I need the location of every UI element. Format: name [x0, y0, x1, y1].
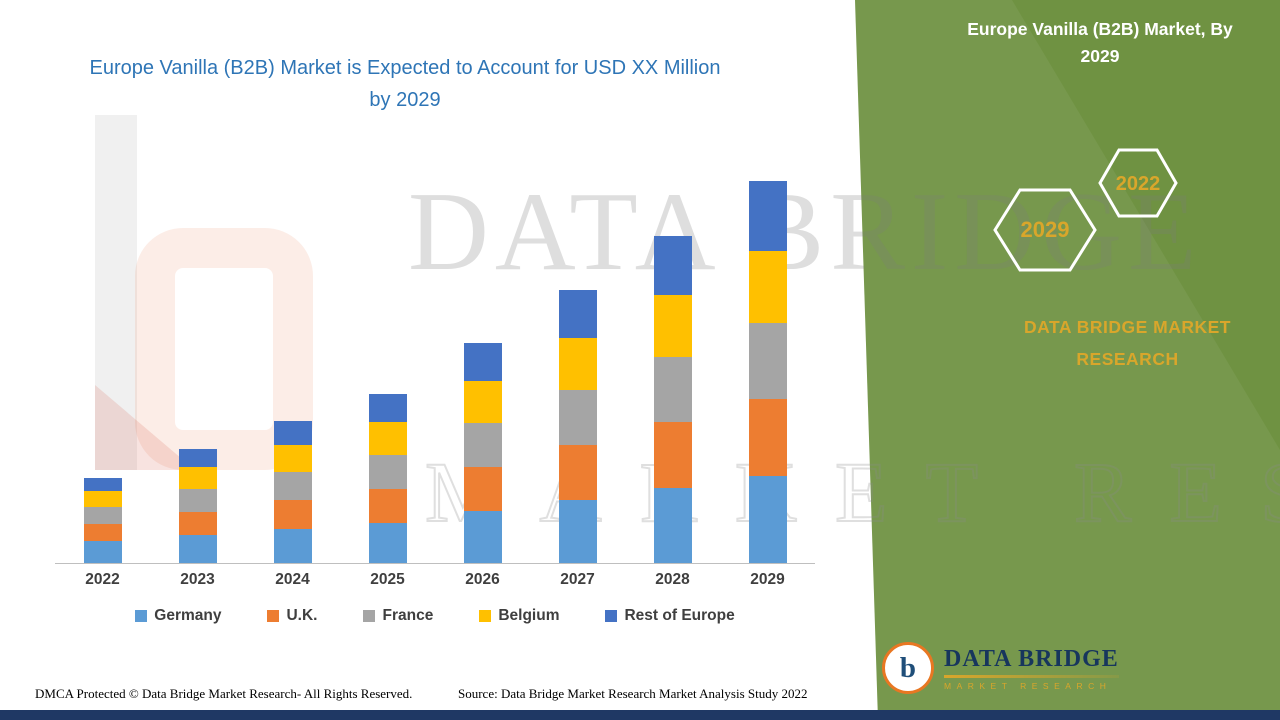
- x-axis-label-2024: 2024: [275, 571, 310, 588]
- legend-item-rest-of-europe: Rest of Europe: [605, 607, 735, 625]
- bar-segment-france: [463, 423, 502, 467]
- bar-2023: [178, 449, 217, 563]
- bar-segment-u-k-: [273, 500, 312, 529]
- x-axis-labels: 2022 2023 2024 2025 2026 2027 2028 2029: [55, 571, 815, 589]
- bar-2025: [368, 394, 407, 563]
- bar-segment-belgium: [558, 338, 597, 390]
- bar-segment-u-k-: [463, 467, 502, 511]
- bar-segment-france: [178, 489, 217, 512]
- bar-segment-rest-of-europe: [368, 394, 407, 422]
- dmca-notice: DMCA Protected © Data Bridge Market Rese…: [35, 686, 413, 701]
- bar-segment-belgium: [83, 491, 122, 507]
- badge-2029-label: 2029: [1021, 217, 1070, 242]
- bar-segment-germany: [558, 500, 597, 563]
- bar-segment-u-k-: [748, 399, 787, 476]
- hexagon-2029: [993, 188, 1097, 272]
- bar-segment-u-k-: [368, 489, 407, 523]
- bottom-navy-strip: [0, 710, 1280, 720]
- x-axis-label-2025: 2025: [370, 571, 405, 588]
- bar-segment-france: [273, 472, 312, 500]
- bar-2022: [83, 478, 122, 563]
- bar-2029: [748, 181, 787, 563]
- bar-segment-france: [653, 357, 692, 422]
- brand-name: DATA BRIDGE MARKET RESEARCH: [1024, 317, 1231, 369]
- bar-segment-germany: [463, 511, 502, 563]
- x-axis-label-2026: 2026: [465, 571, 500, 588]
- bar-segment-france: [558, 390, 597, 445]
- bar-segment-belgium: [653, 295, 692, 357]
- bar-segment-germany: [368, 523, 407, 563]
- bar-segment-germany: [273, 529, 312, 563]
- data-bridge-logo-text: DATA BRIDGE MARKET RESEARCH: [944, 646, 1119, 691]
- logo-subtitle: MARKET RESEARCH: [944, 680, 1112, 691]
- bar-segment-belgium: [748, 251, 787, 323]
- legend-item-belgium: Belgium: [479, 607, 559, 625]
- bar-segment-germany: [178, 535, 217, 563]
- x-axis-label-2028: 2028: [655, 571, 690, 588]
- legend-label: Rest of Europe: [624, 607, 735, 624]
- bar-segment-germany: [653, 488, 692, 563]
- bar-2027: [558, 290, 597, 563]
- badge-2022-label: 2022: [1116, 173, 1161, 195]
- legend-label: U.K.: [286, 607, 318, 624]
- legend: Germany U.K. France Belgium Rest of Europe: [55, 607, 815, 625]
- plot-area: [55, 160, 815, 564]
- legend-label: France: [382, 607, 434, 624]
- bar-segment-belgium: [368, 422, 407, 455]
- bar-segment-u-k-: [83, 524, 122, 541]
- legend-swatch: [363, 610, 376, 622]
- data-bridge-logo: b DATA BRIDGE MARKET RESEARCH: [882, 642, 1119, 694]
- bar-segment-belgium: [273, 445, 312, 472]
- bar-segment-france: [368, 455, 407, 489]
- logo-wordmark: DATA BRIDGE: [944, 645, 1119, 672]
- bar-segment-rest-of-europe: [558, 290, 597, 338]
- data-bridge-logo-icon: b: [882, 642, 934, 694]
- bar-segment-belgium: [463, 381, 502, 423]
- bar-2026: [463, 343, 502, 563]
- bar-segment-rest-of-europe: [653, 236, 692, 295]
- legend-swatch: [479, 610, 492, 622]
- bar-segment-rest-of-europe: [178, 449, 217, 467]
- legend-swatch: [267, 610, 280, 622]
- bar-segment-u-k-: [178, 512, 217, 535]
- bar-segment-u-k-: [558, 445, 597, 500]
- bar-segment-rest-of-europe: [83, 478, 122, 491]
- stacked-bar-chart: 2022 2023 2024 2025 2026 2027 2028 2029 Germany…: [55, 160, 815, 625]
- bar-2028: [653, 236, 692, 563]
- x-axis-label-2022: 2022: [85, 571, 120, 588]
- bar-segment-germany: [83, 541, 122, 563]
- logo-underline: [944, 674, 1119, 678]
- bar-segment-rest-of-europe: [748, 181, 787, 251]
- year-badges: 2022 2029: [993, 148, 1178, 272]
- bar-segment-france: [83, 507, 122, 524]
- legend-item-france: France: [363, 607, 433, 625]
- legend-label: Belgium: [498, 607, 560, 624]
- legend-item-u-k-: U.K.: [267, 607, 317, 625]
- legend-label: Germany: [154, 607, 222, 624]
- legend-swatch: [605, 610, 618, 622]
- chart-title: Europe Vanilla (B2B) Market is Expected …: [89, 57, 721, 111]
- source-note: Source: Data Bridge Market Research Mark…: [458, 686, 808, 701]
- legend-item-germany: Germany: [135, 607, 221, 625]
- bar-segment-france: [748, 323, 787, 399]
- bar-segment-germany: [748, 476, 787, 563]
- bar-segment-rest-of-europe: [273, 421, 312, 445]
- x-axis-label-2029: 2029: [750, 571, 785, 588]
- watermark-logo-b-stem: [95, 115, 137, 470]
- hexagon-2022: [1098, 148, 1178, 218]
- legend-swatch: [135, 610, 148, 622]
- bar-segment-u-k-: [653, 422, 692, 488]
- x-axis-label-2027: 2027: [560, 571, 595, 588]
- bar-segment-rest-of-europe: [463, 343, 502, 381]
- bar-2024: [273, 421, 312, 563]
- bar-segment-belgium: [178, 467, 217, 489]
- panel-title: Europe Vanilla (B2B) Market, By 2029: [967, 19, 1233, 67]
- x-axis-label-2023: 2023: [180, 571, 215, 588]
